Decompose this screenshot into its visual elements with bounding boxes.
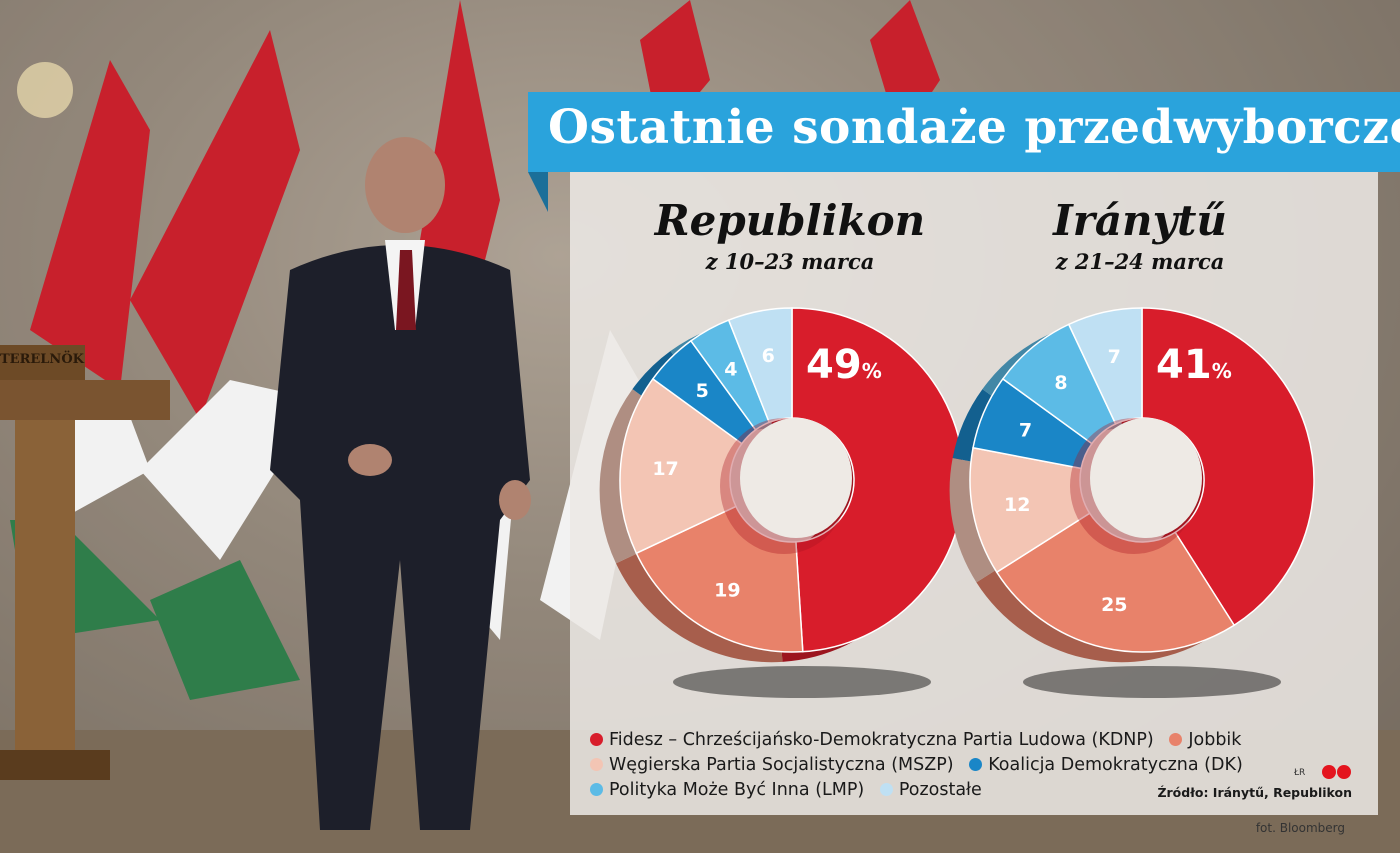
legend-item-fidesz: Fidesz – Chrześcijańsko-Demokratyczna Pa… [590, 730, 1154, 750]
donut-label-mszp: 17 [652, 458, 678, 480]
legend-dot [1169, 733, 1183, 746]
poll-title-republikon: Republikon [654, 196, 926, 245]
poll-title-iranytu: Iránytű [1053, 196, 1227, 245]
logo-circle-icon [1322, 765, 1336, 779]
podium [0, 345, 170, 780]
legend-row: Węgierska Partia Socjalistyczna (MSZP) K… [590, 755, 1350, 780]
donut-slice-other [1067, 307, 1143, 425]
donut-hole [740, 418, 852, 538]
person-silhouette [270, 137, 531, 830]
legend-label: Polityka Może Być Inna (LMP) [609, 780, 865, 800]
legend-label: Pozostałe [898, 780, 982, 800]
logo-initials: ŁR [1294, 768, 1306, 778]
donut-label-jobbik: 25 [1101, 594, 1127, 616]
legend-row: Polityka Może Być Inna (LMP) Pozostałe [590, 780, 1350, 805]
title-bar [528, 92, 1400, 172]
legend-label: Koalicja Demokratyczna (DK) [988, 755, 1243, 775]
percent-sign: % [1212, 359, 1232, 383]
donut-label-jobbik: 19 [714, 579, 740, 601]
donut-shadow [1023, 666, 1281, 698]
donut-label-lmp: 8 [1054, 372, 1067, 394]
legend-item-jobbik: Jobbik [1169, 730, 1241, 750]
legend-label: Jobbik [1188, 730, 1242, 750]
photo-credit: fot. Bloomberg [1255, 821, 1345, 835]
percent-sign: % [862, 359, 882, 383]
donut-slice-fidesz [1141, 307, 1315, 627]
legend-item-dk: Koalicja Demokratyczna (DK) [969, 755, 1243, 775]
donut-label-mszp: 12 [1004, 494, 1030, 516]
publisher-logo: ŁR [1294, 764, 1352, 780]
legend-item-lmp: Polityka Może Być Inna (LMP) [590, 780, 864, 800]
title-fold [528, 172, 548, 212]
poll-dates-republikon: z 10–23 marca [705, 249, 875, 274]
legend-dot [590, 758, 603, 771]
legend-dot [969, 758, 983, 771]
legend-item-other: Pozostałe [879, 780, 982, 800]
legend-label: Węgierska Partia Socjalistyczna (MSZP) [609, 755, 954, 775]
donut-slice-mszp [619, 377, 743, 555]
poll-dates-iranytu: z 21–24 marca [1055, 249, 1225, 274]
logo-circle-icon [1337, 765, 1351, 779]
legend: Fidesz – Chrześcijańsko-Demokratyczna Pa… [590, 730, 1350, 805]
legend-dot [879, 783, 893, 796]
donut-slice-other [727, 307, 793, 424]
legend-dot [590, 783, 603, 796]
donut-label-other: 6 [762, 345, 775, 367]
legend-row: Fidesz – Chrześcijańsko-Demokratyczna Pa… [590, 730, 1350, 755]
infographic-title: Ostatnie sondaże przedwyborcze [548, 100, 1400, 155]
legend-label: Fidesz – Chrześcijańsko-Demokratyczna Pa… [609, 730, 1154, 750]
donut-slice-fidesz [791, 307, 965, 653]
donut-label-other: 7 [1108, 346, 1121, 368]
donut-label-lmp: 4 [724, 359, 737, 381]
flag-center-left [130, 30, 320, 700]
legend-dot [590, 733, 603, 746]
donut-label-dk: 7 [1019, 420, 1032, 442]
legend-item-mszp: Węgierska Partia Socjalistyczna (MSZP) [590, 755, 954, 775]
donut-slice-jobbik [995, 512, 1236, 653]
donut-hole [1090, 418, 1202, 538]
donut-slice-jobbik [635, 505, 804, 653]
podium-sign: TERELNÖK [0, 352, 84, 367]
source-note: Źródło: Iránytű, Republikon [1157, 785, 1352, 800]
donut-label-dk: 5 [696, 380, 709, 402]
donut-shadow [673, 666, 931, 698]
